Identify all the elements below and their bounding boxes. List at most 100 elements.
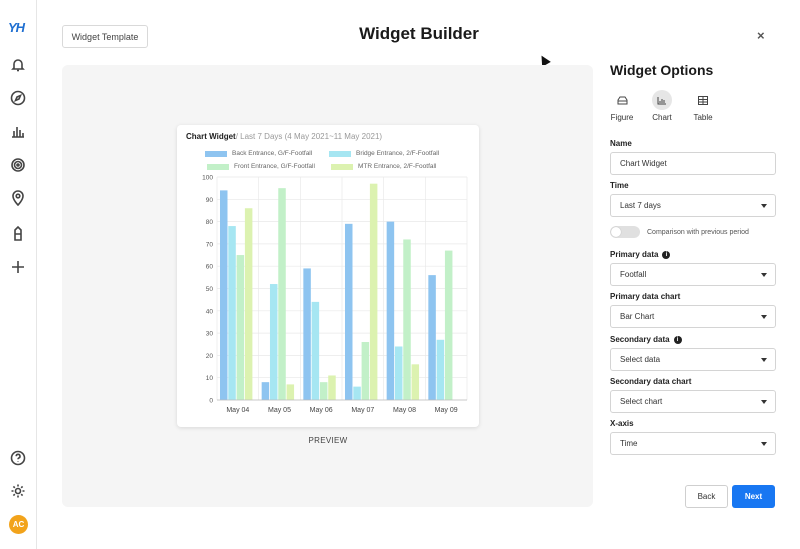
legend-swatch (331, 163, 353, 170)
legend-swatch (329, 150, 351, 157)
y-tick-label: 70 (206, 241, 214, 248)
sidebar: YH AC (0, 0, 37, 549)
chart-icon (652, 90, 672, 110)
options-title: Widget Options (610, 62, 714, 78)
legend-label: Front Entrance, G/F-Footfall (234, 163, 315, 170)
bar (228, 226, 236, 400)
tab-label: Figure (610, 113, 634, 122)
location-pin-icon[interactable] (9, 189, 27, 207)
name-input[interactable]: Chart Widget (610, 152, 776, 175)
time-label: Time (610, 181, 629, 190)
primary-chart-value: Bar Chart (620, 312, 655, 321)
time-select[interactable]: Last 7 days (610, 194, 776, 217)
legend-item[interactable]: Front Entrance, G/F-Footfall (207, 163, 315, 170)
bar (353, 386, 361, 400)
bar (403, 239, 411, 400)
secondary-data-select[interactable]: Select data (610, 348, 776, 371)
time-select-value: Last 7 days (620, 201, 661, 210)
name-input-value: Chart Widget (620, 159, 667, 168)
y-tick-label: 10 (206, 375, 214, 382)
tab-table[interactable]: Table (688, 90, 718, 122)
bar (286, 384, 295, 400)
plus-icon[interactable] (9, 258, 27, 276)
bar (303, 268, 311, 400)
primary-data-label-text: Primary data (610, 250, 659, 259)
bar (428, 275, 436, 400)
legend-item[interactable]: Bridge Entrance, 2/F-Footfall (329, 150, 439, 157)
legend-item[interactable]: MTR Entrance, 2/F-Footfall (331, 163, 436, 170)
fingerprint-icon[interactable] (9, 156, 27, 174)
y-tick-label: 0 (209, 398, 213, 405)
secondary-chart-label: Secondary data chart (610, 377, 692, 386)
primary-chart-select[interactable]: Bar Chart (610, 305, 776, 328)
x-tick-label: May 08 (393, 407, 416, 414)
xaxis-value: Time (620, 439, 638, 448)
bar (319, 382, 328, 400)
y-tick-label: 30 (206, 331, 214, 338)
tower-icon[interactable] (9, 224, 27, 242)
primary-data-select[interactable]: Footfall (610, 263, 776, 286)
legend-swatch (205, 150, 227, 157)
chevron-down-icon (761, 442, 767, 446)
bar (278, 188, 286, 400)
secondary-chart-value: Select chart (620, 397, 663, 406)
figure-icon (612, 90, 632, 110)
y-tick-label: 100 (202, 175, 213, 182)
y-tick-label: 20 (206, 353, 214, 360)
x-tick-label: May 07 (351, 407, 374, 414)
secondary-chart-select[interactable]: Select chart (610, 390, 776, 413)
bar (261, 382, 270, 400)
bell-icon[interactable] (9, 56, 27, 74)
x-tick-label: May 06 (310, 407, 333, 414)
y-tick-label: 80 (206, 219, 214, 226)
x-tick-label: May 09 (435, 407, 458, 414)
page-title: Widget Builder (359, 24, 479, 43)
legend-label: Bridge Entrance, 2/F-Footfall (356, 150, 440, 157)
bar (328, 375, 336, 400)
y-tick-label: 90 (206, 197, 214, 204)
bar (369, 183, 378, 400)
widget-title: Chart Widget (186, 132, 236, 141)
xaxis-label: X-axis (610, 419, 634, 428)
bar-chart-icon[interactable] (9, 122, 27, 140)
chevron-down-icon (761, 400, 767, 404)
chart-title: Chart Widget/ Last 7 Days (4 May 2021~11… (186, 132, 382, 141)
tab-chart[interactable]: Chart (647, 90, 677, 122)
bar (311, 301, 320, 400)
app-logo[interactable]: YH (8, 20, 25, 35)
bar (345, 223, 353, 400)
comparison-label: Comparison with previous period (647, 228, 749, 236)
chevron-down-icon (761, 204, 767, 208)
xaxis-select[interactable]: Time (610, 432, 776, 455)
chart-widget-card: Chart Widget/ Last 7 Days (4 May 2021~11… (177, 125, 479, 427)
tab-figure[interactable]: Figure (607, 90, 637, 122)
info-icon[interactable]: i (662, 250, 671, 259)
legend-item[interactable]: Back Entrance, G/F-Footfall (205, 150, 312, 157)
bar (220, 190, 228, 400)
x-tick-label: May 04 (226, 407, 249, 414)
tab-label: Table (693, 113, 713, 122)
help-icon[interactable] (9, 449, 27, 467)
bar (361, 342, 370, 400)
widget-type-tabs: Figure Chart Table (610, 90, 776, 124)
back-button[interactable]: Back (685, 485, 728, 508)
bar (436, 339, 445, 400)
y-tick-label: 40 (206, 308, 214, 315)
avatar[interactable]: AC (9, 515, 28, 534)
secondary-data-value: Select data (620, 355, 661, 364)
bar (444, 250, 453, 400)
widget-template-button[interactable]: Widget Template (62, 25, 148, 48)
x-tick-label: May 05 (268, 407, 291, 414)
settings-icon[interactable] (9, 482, 27, 500)
info-icon[interactable]: i (673, 335, 682, 344)
preview-label: PREVIEW (308, 436, 348, 445)
primary-data-value: Footfall (620, 270, 647, 279)
comparison-toggle[interactable] (610, 226, 640, 238)
close-icon[interactable]: × (757, 28, 765, 43)
bar (269, 284, 278, 400)
compass-icon[interactable] (9, 89, 27, 107)
comparison-row: Comparison with previous period (610, 226, 749, 238)
next-button[interactable]: Next (732, 485, 775, 508)
chevron-down-icon (761, 273, 767, 277)
bar (236, 255, 245, 400)
